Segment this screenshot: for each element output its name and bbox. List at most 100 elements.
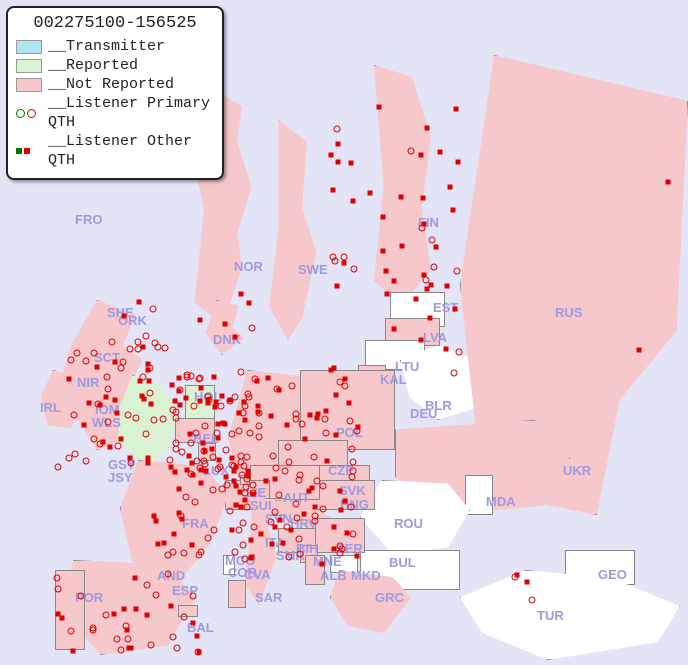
listener-other-marker	[233, 503, 238, 508]
listener-other-marker	[230, 456, 235, 461]
listener-primary-marker	[82, 458, 89, 465]
listener-other-marker	[400, 243, 405, 248]
listener-primary-marker	[164, 570, 171, 577]
listener-other-marker	[385, 292, 390, 297]
listener-other-marker	[315, 415, 320, 420]
listener-other-marker	[198, 318, 203, 323]
listener-primary-marker	[239, 519, 246, 526]
listener-other-marker	[515, 573, 520, 578]
listener-other-marker	[350, 199, 355, 204]
legend-label-transmitter: __Transmitter	[48, 37, 165, 56]
listener-other-marker	[229, 527, 234, 532]
listener-primary-marker	[152, 592, 159, 599]
listener-primary-marker	[195, 552, 202, 559]
listener-primary-marker	[206, 397, 213, 404]
listener-primary-marker	[120, 359, 127, 366]
listener-other-marker	[454, 107, 459, 112]
listener-other-marker	[145, 461, 150, 466]
listener-other-marker	[303, 436, 308, 441]
listener-primary-marker	[321, 416, 328, 423]
listener-other-marker	[209, 447, 214, 452]
country-romania	[360, 480, 470, 555]
listener-primary-marker	[142, 332, 149, 339]
listener-other-marker	[191, 620, 196, 625]
listener-other-marker	[222, 322, 227, 327]
listener-primary-marker	[172, 440, 179, 447]
listener-other-marker	[421, 222, 426, 227]
listener-primary-marker	[239, 409, 246, 416]
primary-red-circle-icon	[27, 109, 36, 118]
listener-primary-marker	[117, 647, 124, 654]
listener-primary-marker	[134, 338, 141, 345]
listener-other-marker	[194, 633, 199, 638]
listener-primary-marker	[350, 468, 357, 475]
listener-primary-marker	[67, 356, 74, 363]
listener-primary-marker	[115, 442, 122, 449]
listener-other-marker	[224, 474, 229, 479]
listener-primary-marker	[346, 418, 353, 425]
legend-row-primary: __Listener Primary QTH	[16, 94, 214, 132]
listener-other-marker	[112, 359, 117, 364]
listener-primary-marker	[191, 499, 198, 506]
listener-other-marker	[280, 540, 285, 545]
listener-primary-marker	[90, 627, 97, 634]
listener-primary-marker	[160, 416, 167, 423]
listener-primary-marker	[189, 593, 196, 600]
listener-other-marker	[136, 300, 141, 305]
listener-other-marker	[346, 400, 351, 405]
listener-primary-marker	[249, 481, 256, 488]
listener-other-marker	[302, 511, 307, 516]
listener-other-marker	[95, 365, 100, 370]
listener-other-marker	[212, 404, 217, 409]
listener-other-marker	[273, 477, 278, 482]
listener-primary-marker	[286, 459, 293, 466]
listener-primary-marker	[407, 148, 414, 155]
listener-other-marker	[320, 561, 325, 566]
listener-other-marker	[452, 306, 457, 311]
listener-primary-marker	[429, 236, 436, 243]
listener-primary-marker	[82, 357, 89, 364]
listener-primary-marker	[312, 518, 319, 525]
listener-other-marker	[212, 375, 217, 380]
listener-primary-marker	[152, 339, 159, 346]
listener-other-marker	[524, 579, 529, 584]
legend-label-other: __Listener Other QTH	[48, 132, 214, 170]
listener-other-marker	[59, 616, 64, 621]
listener-primary-marker	[243, 454, 250, 461]
legend-row-reported: __Reported	[16, 56, 214, 75]
listener-other-marker	[219, 393, 224, 398]
listener-primary-marker	[350, 265, 357, 272]
listener-other-marker	[421, 272, 426, 277]
listener-primary-marker	[173, 414, 180, 421]
listener-other-marker	[381, 214, 386, 219]
listener-other-marker	[325, 459, 330, 464]
listener-other-marker	[176, 511, 181, 516]
listener-other-marker	[202, 448, 207, 453]
listener-other-marker	[71, 648, 76, 653]
listener-other-marker	[232, 478, 237, 483]
listener-primary-marker	[349, 458, 356, 465]
notreported-swatch	[16, 78, 42, 92]
listener-primary-marker	[197, 465, 204, 472]
listener-primary-marker	[293, 501, 300, 508]
listener-primary-marker	[250, 524, 257, 531]
country-poland	[300, 370, 395, 450]
listener-other-marker	[355, 554, 360, 559]
listener-other-marker	[418, 153, 423, 158]
country-corsica	[223, 555, 235, 575]
listener-primary-marker	[147, 642, 154, 649]
listener-other-marker	[81, 423, 86, 428]
listener-primary-marker	[231, 394, 238, 401]
listener-other-marker	[250, 554, 255, 559]
country-portugal	[55, 570, 85, 650]
listener-primary-marker	[311, 454, 318, 461]
listener-primary-marker	[349, 531, 356, 538]
listener-other-marker	[188, 432, 193, 437]
listener-primary-marker	[288, 382, 295, 389]
listener-primary-marker	[97, 440, 104, 447]
listener-other-marker	[428, 315, 433, 320]
listener-primary-marker	[256, 410, 263, 417]
listener-primary-marker	[296, 551, 303, 558]
listener-other-marker	[637, 347, 642, 352]
listener-primary-marker	[245, 391, 252, 398]
